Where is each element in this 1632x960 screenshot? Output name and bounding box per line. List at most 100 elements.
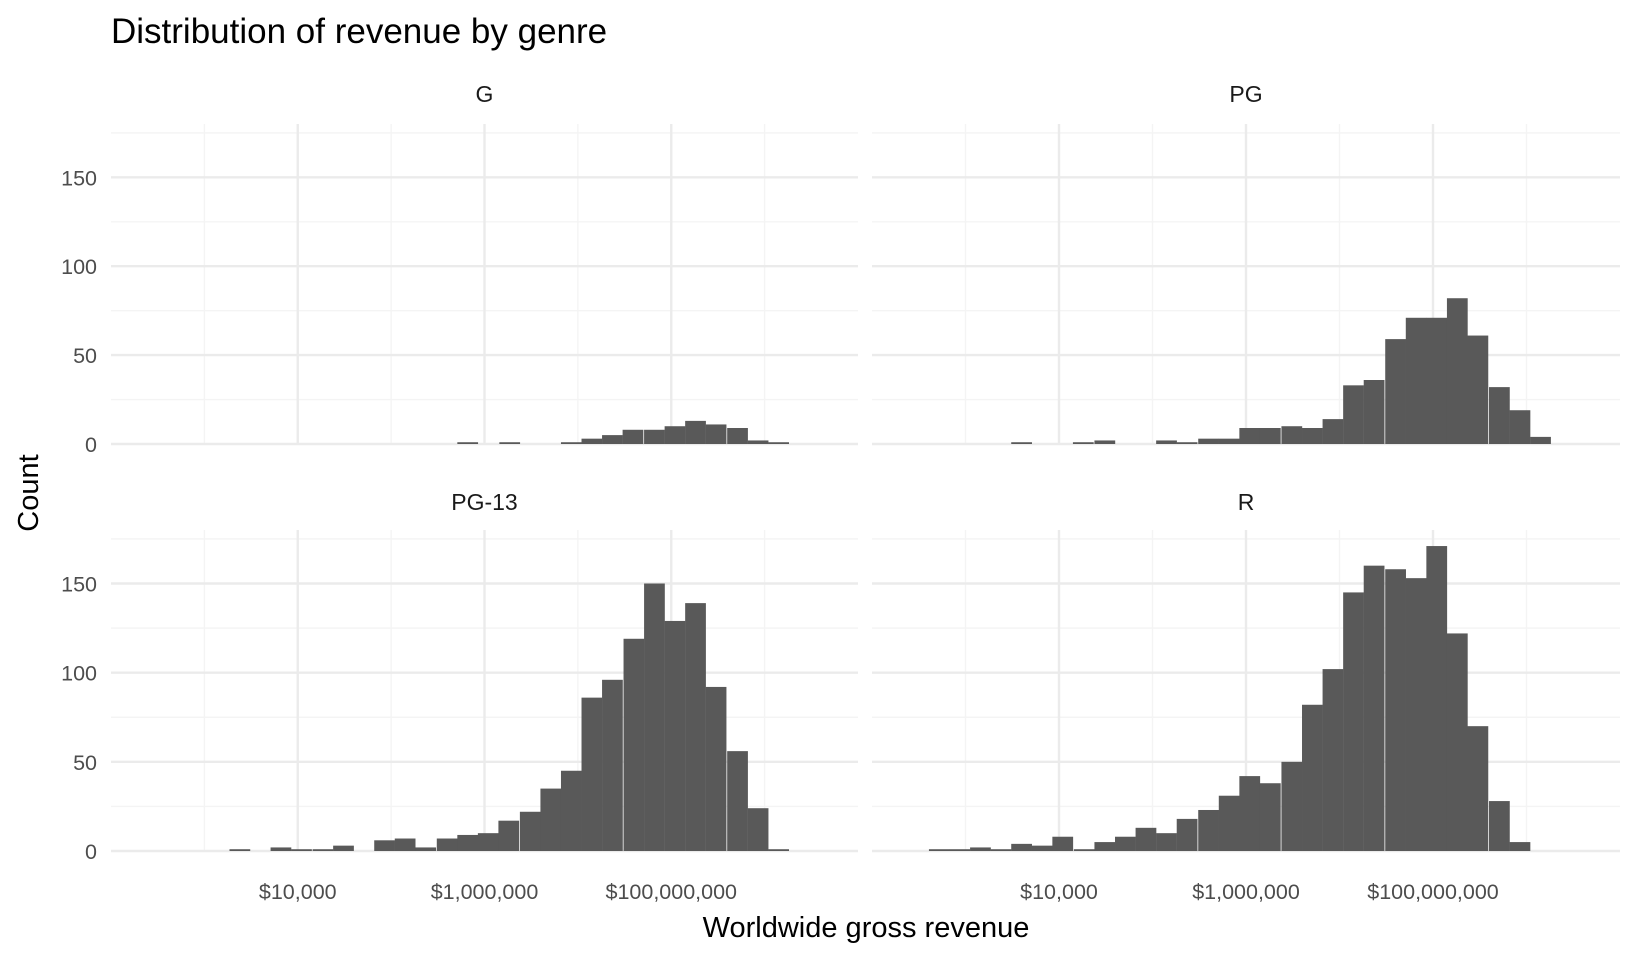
histogram-bar bbox=[1176, 818, 1198, 851]
facet-panel: PG bbox=[872, 81, 1620, 446]
histogram-bar bbox=[1198, 809, 1219, 851]
histogram-bar bbox=[1156, 440, 1177, 444]
histogram-bar bbox=[1489, 801, 1510, 851]
histogram-bar bbox=[990, 849, 1012, 851]
histogram-bar bbox=[622, 429, 644, 444]
x-tick-label: $10,000 bbox=[1020, 880, 1098, 904]
x-tick-label: $100,000,000 bbox=[605, 880, 737, 904]
y-tick-label: 0 bbox=[85, 433, 97, 457]
histogram-bar bbox=[457, 834, 479, 851]
histogram-bar bbox=[1156, 833, 1177, 851]
x-axis-title: Worldwide gross revenue bbox=[703, 912, 1030, 944]
histogram-bar bbox=[1385, 569, 1406, 851]
histogram-bar bbox=[768, 442, 789, 444]
histogram-bar bbox=[291, 849, 312, 851]
y-tick-label: 100 bbox=[61, 255, 97, 279]
histogram-bar bbox=[1302, 704, 1323, 851]
histogram-bar bbox=[1343, 385, 1364, 444]
facet-panel: PG-13 0 50 100 150 $10,000 $1,000,000 $100,000,… bbox=[61, 489, 858, 904]
histogram-bar bbox=[1405, 317, 1427, 444]
histogram-bar bbox=[270, 847, 292, 851]
histogram-bar bbox=[1489, 387, 1510, 444]
histogram-bar bbox=[949, 849, 971, 851]
histogram-bar bbox=[1011, 442, 1032, 444]
histogram-bar bbox=[602, 435, 623, 444]
histogram-bar bbox=[1281, 426, 1303, 444]
histogram-bar bbox=[1343, 592, 1364, 851]
histogram-bar bbox=[727, 751, 748, 851]
histogram-bar bbox=[644, 583, 665, 851]
x-tick-label: $10,000 bbox=[259, 880, 337, 904]
histogram-bar bbox=[1239, 776, 1261, 851]
chart-title: Distribution of revenue by genre bbox=[111, 12, 607, 51]
histogram-bar bbox=[727, 428, 748, 444]
histogram-bar bbox=[1031, 845, 1053, 851]
histogram-bar bbox=[581, 438, 603, 444]
histogram-bar bbox=[1446, 298, 1468, 444]
histogram-bar bbox=[768, 849, 789, 851]
histogram-bar bbox=[1302, 428, 1323, 444]
facet-strip-label: PG bbox=[1229, 81, 1262, 107]
histogram-bar bbox=[1426, 546, 1448, 851]
histogram-bar bbox=[312, 849, 334, 851]
histogram-bar bbox=[229, 849, 251, 851]
histogram-bar bbox=[928, 849, 950, 851]
histogram-bar bbox=[477, 833, 499, 851]
histogram-bar bbox=[685, 603, 706, 851]
histogram-bar bbox=[1363, 380, 1385, 444]
histogram-bar bbox=[436, 838, 458, 851]
histogram-bar bbox=[747, 440, 769, 444]
x-tick-label: $100,000,000 bbox=[1367, 880, 1499, 904]
y-tick-label: 150 bbox=[61, 166, 97, 190]
histogram-bar bbox=[1446, 633, 1468, 851]
histogram-bar bbox=[1259, 783, 1281, 851]
histogram-bar bbox=[1239, 428, 1261, 444]
y-tick-label: 50 bbox=[73, 344, 97, 368]
histogram-bar bbox=[1281, 761, 1303, 851]
histogram-bar bbox=[394, 838, 416, 851]
histogram-bar bbox=[644, 429, 665, 444]
histogram-bar bbox=[1135, 827, 1157, 851]
histogram-bar bbox=[747, 808, 769, 851]
histogram-bar bbox=[1218, 795, 1240, 851]
facet-panel: G 0 50 100 150 bbox=[61, 81, 858, 457]
histogram-bar bbox=[1094, 440, 1116, 444]
facet-strip-label: PG-13 bbox=[451, 489, 517, 515]
histogram-bar bbox=[705, 686, 727, 851]
histogram-bar bbox=[1467, 726, 1489, 851]
histogram-bar bbox=[1467, 335, 1489, 444]
histogram-bar bbox=[1405, 578, 1427, 851]
histogram-bar bbox=[1073, 849, 1095, 851]
y-axis-title: Count bbox=[13, 454, 45, 531]
histogram-bar bbox=[1385, 339, 1406, 444]
histogram-bar bbox=[1052, 836, 1074, 851]
histogram-bar bbox=[664, 620, 686, 851]
histogram-bar bbox=[1363, 565, 1385, 851]
histogram-bar bbox=[457, 442, 479, 444]
x-tick-label: $1,000,000 bbox=[1192, 880, 1300, 904]
histogram-bar bbox=[1198, 438, 1219, 444]
histogram-bar bbox=[540, 788, 562, 851]
histogram-bar bbox=[1426, 317, 1448, 444]
histogram-bar bbox=[705, 424, 727, 444]
facet-strip-label: G bbox=[476, 81, 494, 107]
histogram-bar bbox=[560, 770, 582, 851]
histogram-bar bbox=[519, 811, 541, 851]
histogram-bar bbox=[498, 820, 520, 851]
histogram-bar bbox=[970, 847, 991, 851]
histogram-bar bbox=[1072, 442, 1094, 444]
histogram-bar bbox=[333, 845, 354, 851]
histogram-bar bbox=[374, 840, 395, 851]
histogram-bar bbox=[1176, 442, 1198, 444]
histogram-bar bbox=[560, 442, 582, 444]
histogram-bar bbox=[1322, 669, 1344, 851]
histogram-bar bbox=[581, 697, 603, 851]
histogram-bar bbox=[1509, 842, 1531, 851]
histogram-bar bbox=[415, 847, 437, 851]
histogram-bar bbox=[1259, 428, 1281, 444]
histogram-bar bbox=[1530, 436, 1551, 444]
facet-panels: G 0 50 100 150 PG PG-13 0 50 100 150 $10,000 $1,000,… bbox=[61, 81, 1620, 904]
histogram-bar bbox=[664, 426, 686, 444]
y-tick-label: 0 bbox=[85, 840, 97, 864]
